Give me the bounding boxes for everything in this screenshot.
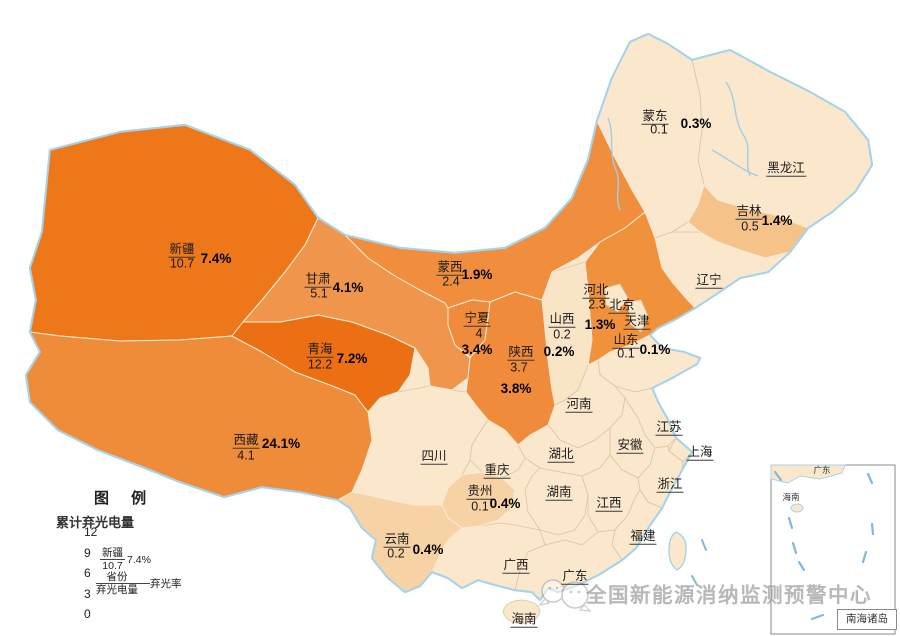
inset-guangdong-label: 广东 bbox=[813, 465, 831, 475]
inset-coast-blob bbox=[770, 464, 846, 484]
province-region-jilin bbox=[687, 184, 809, 259]
inset-hainan-island bbox=[790, 503, 804, 513]
legend-key-line bbox=[138, 583, 150, 585]
sea-dash-marks bbox=[691, 539, 707, 586]
legend-key-value: 弃光电量 bbox=[96, 584, 138, 597]
taiwan-island bbox=[668, 531, 687, 571]
south-china-sea-inset bbox=[770, 464, 896, 635]
inset-title-box: 南海诸岛 bbox=[837, 609, 897, 630]
inset-hainan-label: 海南 bbox=[782, 492, 800, 502]
legend-example-fraction: 新疆 10.7 bbox=[100, 547, 125, 572]
legend-key-fraction: 省份 弃光电量 bbox=[96, 571, 138, 596]
legend-example-name: 新疆 bbox=[100, 547, 125, 561]
chat-bubbles-logo bbox=[538, 579, 592, 612]
legend-key-pct: 弃光率 bbox=[150, 578, 182, 591]
legend-subtitle: 累计弃光电量 bbox=[56, 515, 135, 530]
province-region-hainan bbox=[502, 599, 541, 625]
legend-gradient-bar bbox=[63, 532, 78, 614]
legend-tick-9: 9 bbox=[84, 545, 91, 560]
province-region-hunan bbox=[524, 467, 589, 536]
national-border-outline bbox=[25, 33, 873, 601]
province-region-beijing bbox=[604, 283, 629, 313]
watermark: 全国新能源消纳监测预警中心 bbox=[540, 578, 872, 608]
province-region-tianjin bbox=[627, 299, 649, 333]
river-lines bbox=[607, 81, 759, 211]
nine-dash-line bbox=[773, 470, 875, 621]
legend-title: 图 例 bbox=[94, 490, 156, 507]
legend-tick-0: 0 bbox=[84, 607, 91, 621]
legend-key: 省份 弃光电量 弃光率 bbox=[96, 571, 182, 596]
legend-example-value: 10.7 bbox=[102, 560, 123, 573]
legend-tick-6: 6 bbox=[84, 566, 91, 580]
legend-key-name: 省份 bbox=[96, 571, 138, 585]
watermark-text: 全国新能源消纳监测预警中心 bbox=[586, 584, 872, 607]
legend-scale-ticks: 12 9 6 3 0 bbox=[84, 525, 108, 621]
legend-example-pct: 7.4% bbox=[127, 553, 151, 566]
legend-tick-3: 3 bbox=[84, 586, 91, 601]
legend-tick-12: 12 bbox=[84, 525, 98, 539]
province-region-shaanxi bbox=[465, 291, 556, 446]
legend-example: 新疆 10.7 7.4% bbox=[100, 547, 151, 572]
